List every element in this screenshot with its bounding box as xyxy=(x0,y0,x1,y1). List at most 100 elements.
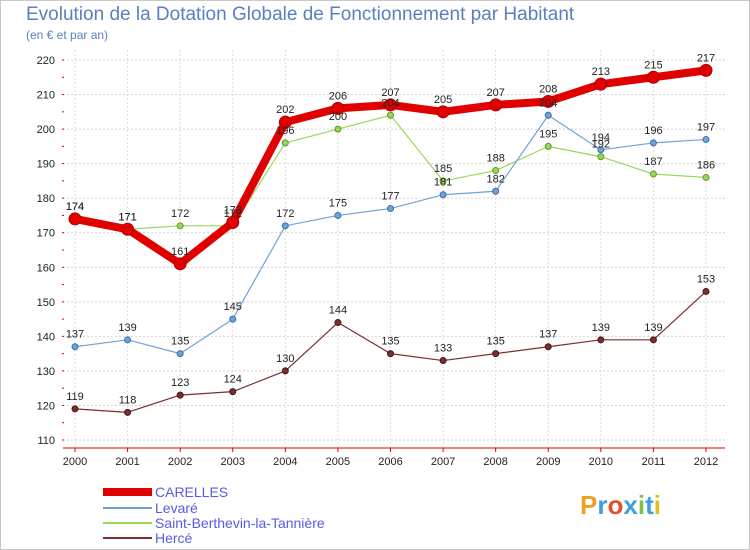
data-label: 202 xyxy=(276,104,294,116)
data-point xyxy=(124,408,132,416)
data-label: 137 xyxy=(66,329,84,341)
data-label: 145 xyxy=(224,301,242,313)
logo-letter: x xyxy=(623,490,638,520)
data-point xyxy=(176,350,184,358)
data-label: 171 xyxy=(118,211,136,223)
data-point xyxy=(489,98,503,112)
data-label: 206 xyxy=(329,90,347,102)
data-point xyxy=(334,125,342,133)
legend: CARELLESLevaréSaint-Berthevin-la-Tannièr… xyxy=(103,484,325,546)
data-label: 139 xyxy=(118,322,136,334)
data-label: 123 xyxy=(171,377,189,389)
data-label: 196 xyxy=(276,125,294,137)
data-point xyxy=(331,101,345,115)
data-label: 217 xyxy=(697,52,715,64)
data-point xyxy=(439,177,447,185)
data-point xyxy=(176,391,184,399)
series-layer xyxy=(68,63,713,416)
data-label: 194 xyxy=(592,132,610,144)
data-point xyxy=(492,350,500,358)
data-label: 185 xyxy=(434,163,452,175)
data-point xyxy=(278,115,292,129)
data-label: 215 xyxy=(644,59,662,71)
data-label: 204 xyxy=(381,97,399,109)
data-point xyxy=(281,139,289,147)
data-point xyxy=(176,222,184,230)
series-line xyxy=(74,114,707,230)
x-tick-label: 2000 xyxy=(63,456,87,468)
data-label: 177 xyxy=(381,191,399,203)
chart-title: Evolution de la Dotation Globale de Fonc… xyxy=(26,4,575,25)
data-label: 175 xyxy=(329,197,347,209)
data-point xyxy=(124,336,132,344)
data-point xyxy=(649,139,657,147)
data-point xyxy=(226,215,240,229)
data-point xyxy=(544,111,552,119)
data-label: 133 xyxy=(434,343,452,355)
x-tick-label: 2008 xyxy=(483,456,507,468)
data-point xyxy=(544,142,552,150)
data-label: 173 xyxy=(224,204,242,216)
data-point xyxy=(281,222,289,230)
data-label: 172 xyxy=(171,208,189,220)
data-point xyxy=(71,405,79,413)
data-point xyxy=(699,63,713,77)
data-point xyxy=(387,350,394,358)
data-label: 186 xyxy=(697,159,715,171)
data-point xyxy=(702,135,710,143)
data-label: 139 xyxy=(644,322,662,334)
data-point xyxy=(439,357,447,365)
y-tick-label: 180 xyxy=(37,193,55,205)
data-label: 196 xyxy=(644,125,662,137)
data-point xyxy=(173,257,187,271)
y-tick-label: 110 xyxy=(37,435,55,447)
x-tick-label: 2009 xyxy=(536,456,560,468)
y-tick-label: 130 xyxy=(37,366,55,378)
legend-label: CARELLES xyxy=(155,484,228,500)
data-label: 182 xyxy=(486,173,504,185)
data-point xyxy=(281,367,289,375)
x-tick-label: 2006 xyxy=(378,456,402,468)
logo-letter: i xyxy=(637,490,646,520)
data-labels: 119 118 123 124 130 144 135 133 135 137 139 139 153 1… xyxy=(66,52,715,406)
y-tick-label: 140 xyxy=(37,331,55,343)
data-label: 172 xyxy=(224,208,242,220)
data-label: 118 xyxy=(119,394,137,406)
data-label: 124 xyxy=(224,374,242,386)
data-label: 130 xyxy=(276,353,294,365)
data-point xyxy=(439,191,447,199)
data-label: 139 xyxy=(592,322,610,334)
x-tick-label: 2001 xyxy=(115,456,139,468)
logo-letter: i xyxy=(653,490,661,520)
data-label: 204 xyxy=(539,97,557,109)
y-tick-label: 200 xyxy=(37,124,55,136)
x-tick-label: 2003 xyxy=(221,456,245,468)
data-point xyxy=(649,170,657,178)
data-label: 144 xyxy=(329,305,347,317)
data-point xyxy=(334,319,342,327)
data-point xyxy=(334,211,342,219)
y-tick-label: 170 xyxy=(37,228,55,240)
y-tick-label: 120 xyxy=(37,400,55,412)
legend-label: Levaré xyxy=(155,500,198,516)
legend-label: Hercé xyxy=(155,530,193,546)
logo-letter: o xyxy=(607,490,624,520)
data-point xyxy=(68,212,82,226)
data-point xyxy=(597,336,605,344)
logo-letter: P xyxy=(580,490,598,520)
data-point xyxy=(541,94,555,108)
data-point xyxy=(229,315,237,323)
data-point xyxy=(436,105,450,119)
data-point xyxy=(71,343,79,351)
x-tick-label: 2004 xyxy=(273,456,297,468)
data-point xyxy=(594,77,608,91)
data-point xyxy=(492,167,500,175)
data-point xyxy=(384,98,397,112)
data-point xyxy=(121,222,135,236)
data-label: 187 xyxy=(644,156,662,168)
data-point xyxy=(387,111,394,119)
data-point xyxy=(649,336,657,344)
x-tick-label: 2002 xyxy=(168,456,192,468)
series-levar- xyxy=(71,111,710,358)
